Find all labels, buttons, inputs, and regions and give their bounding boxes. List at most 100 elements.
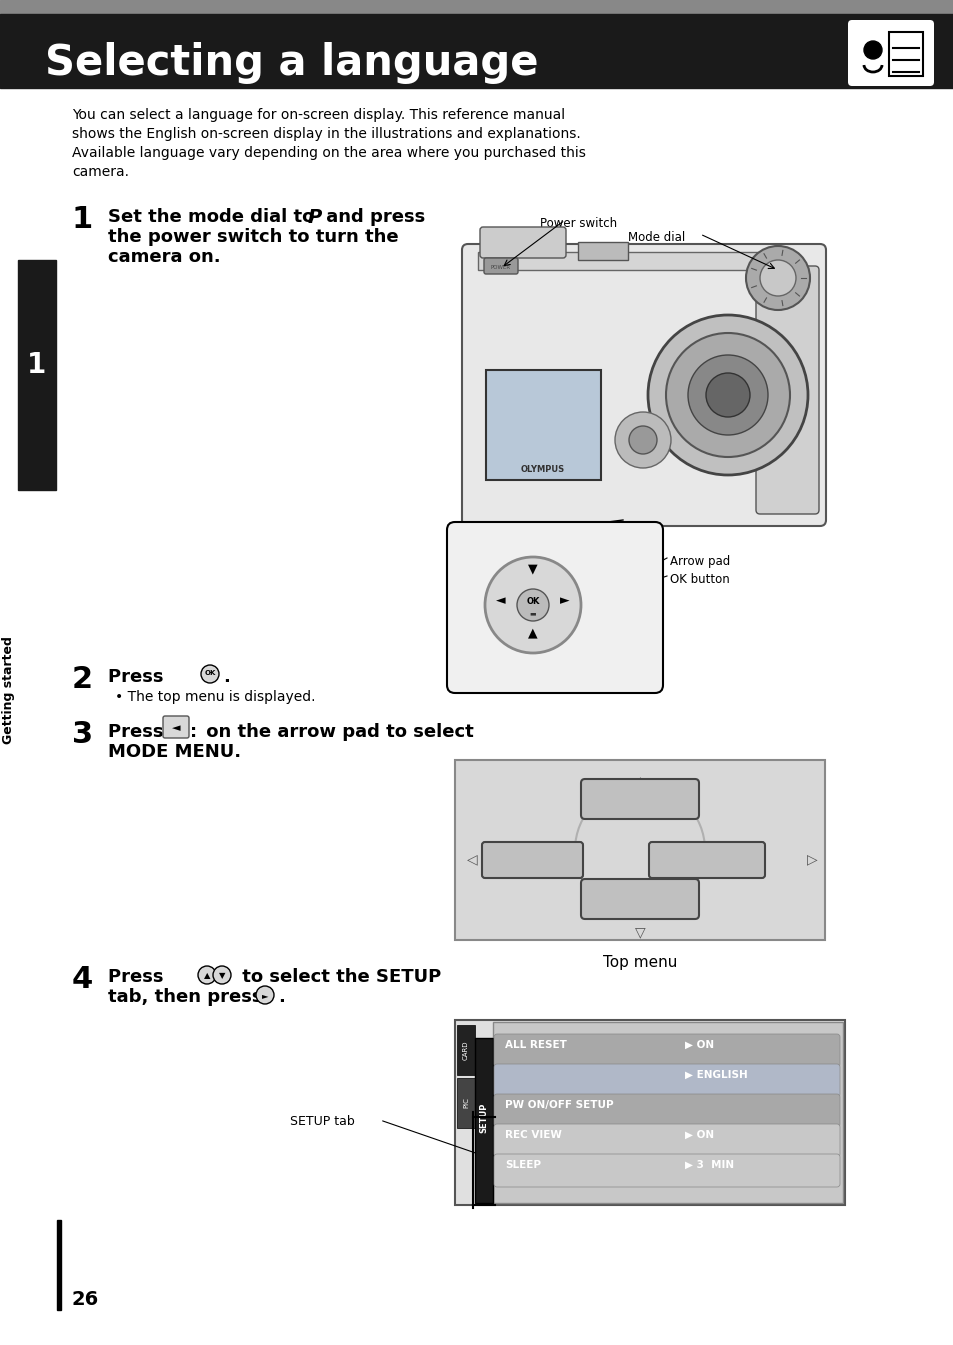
Text: camera.: camera.	[71, 165, 129, 179]
FancyBboxPatch shape	[847, 20, 933, 86]
Circle shape	[484, 557, 580, 654]
Bar	[57, 1220, 61, 1310]
Text: MODE MENU.: MODE MENU.	[108, 742, 241, 761]
Text: MODE MENU: MODE MENU	[662, 859, 750, 873]
Circle shape	[213, 966, 231, 985]
Text: • The top menu is displayed.: • The top menu is displayed.	[115, 690, 315, 703]
Bar	[456, 1077, 475, 1128]
Text: ►: ►	[261, 991, 268, 999]
Text: SLEEP: SLEEP	[504, 1159, 540, 1170]
FancyBboxPatch shape	[494, 1064, 840, 1098]
Circle shape	[201, 664, 219, 683]
Text: Mode dial: Mode dial	[627, 231, 684, 243]
Text: ►: ►	[559, 594, 569, 608]
Text: ▲: ▲	[204, 971, 210, 981]
Bar	[485, 370, 600, 480]
Text: ▶ ON: ▶ ON	[684, 1130, 714, 1141]
Text: the power switch to turn the: the power switch to turn the	[108, 229, 398, 246]
Text: CARD: CARD	[462, 1040, 469, 1060]
Text: 1: 1	[28, 351, 47, 379]
Bar	[475, 1038, 493, 1202]
Circle shape	[647, 315, 807, 475]
Text: 1: 1	[71, 204, 93, 234]
Text: 3: 3	[71, 720, 93, 749]
Text: ▶ 3  MIN: ▶ 3 MIN	[684, 1159, 734, 1170]
FancyBboxPatch shape	[494, 1124, 840, 1157]
Text: 2: 2	[71, 664, 93, 694]
Text: ◄: ◄	[496, 594, 505, 608]
Text: OK: OK	[526, 596, 539, 605]
Text: Power switch: Power switch	[539, 217, 617, 230]
Bar	[18, 260, 56, 490]
Bar	[578, 242, 627, 260]
FancyBboxPatch shape	[163, 716, 189, 738]
Text: ▼: ▼	[218, 971, 225, 981]
Circle shape	[760, 260, 795, 296]
Text: REC VIEW: REC VIEW	[504, 1130, 561, 1141]
Text: shows the English on-screen display in the illustrations and explanations.: shows the English on-screen display in t…	[71, 126, 580, 141]
Text: to select the SETUP: to select the SETUP	[235, 968, 441, 986]
Text: △: △	[634, 775, 644, 790]
Bar	[455, 1020, 844, 1205]
FancyBboxPatch shape	[580, 779, 699, 819]
Circle shape	[705, 373, 749, 417]
Text: Press: Press	[108, 968, 170, 986]
Circle shape	[628, 426, 657, 455]
Bar	[0, 0, 953, 13]
Text: .: .	[277, 989, 285, 1006]
FancyBboxPatch shape	[755, 266, 818, 514]
Text: Press: Press	[108, 724, 170, 741]
FancyBboxPatch shape	[479, 227, 565, 258]
Text: ▼: ▼	[528, 562, 537, 576]
Text: ▶ ENGLISH: ▶ ENGLISH	[684, 1071, 747, 1080]
Text: Top menu: Top menu	[602, 955, 677, 970]
Text: .: .	[223, 668, 230, 686]
Text: PIC: PIC	[462, 1098, 469, 1108]
Text: ◄: ◄	[172, 724, 180, 733]
Text: Arrow pad: Arrow pad	[669, 555, 729, 568]
Text: ALL RESET: ALL RESET	[504, 1040, 566, 1050]
Text: SETUP: SETUP	[479, 1103, 488, 1132]
FancyBboxPatch shape	[580, 880, 699, 919]
Circle shape	[687, 355, 767, 434]
Text: OK: OK	[204, 670, 215, 677]
Text: Press: Press	[108, 668, 170, 686]
Text: 26: 26	[71, 1290, 99, 1309]
Text: POWER: POWER	[491, 265, 511, 270]
Text: Set the mode dial to: Set the mode dial to	[108, 208, 320, 226]
Text: P: P	[308, 208, 322, 227]
Bar	[0, 13, 953, 87]
Text: Selecting a language: Selecting a language	[45, 42, 537, 83]
Text: ▲: ▲	[528, 627, 537, 639]
Text: OLYMPUS: OLYMPUS	[520, 465, 564, 473]
Text: :: :	[190, 724, 197, 741]
Circle shape	[517, 589, 548, 621]
Circle shape	[665, 334, 789, 457]
Text: ▶ ON: ▶ ON	[684, 1040, 714, 1050]
FancyBboxPatch shape	[648, 842, 764, 878]
Bar	[455, 760, 824, 940]
Bar	[456, 1025, 475, 1075]
Text: ▽: ▽	[634, 925, 644, 939]
Bar	[888, 32, 923, 77]
FancyBboxPatch shape	[494, 1034, 840, 1067]
FancyBboxPatch shape	[461, 243, 825, 526]
FancyBboxPatch shape	[447, 522, 662, 693]
Circle shape	[255, 986, 274, 1003]
Text: ◁: ◁	[467, 851, 477, 866]
Circle shape	[863, 40, 882, 59]
Text: camera on.: camera on.	[108, 247, 220, 266]
Circle shape	[745, 246, 809, 309]
Text: Available language vary depending on the area where you purchased this: Available language vary depending on the…	[71, 147, 585, 160]
Text: OK button: OK button	[669, 573, 729, 586]
Text: You can select a language for on-screen display. This reference manual: You can select a language for on-screen …	[71, 108, 564, 122]
FancyBboxPatch shape	[481, 842, 582, 878]
Bar	[477, 252, 780, 270]
Text: SETUP tab: SETUP tab	[290, 1115, 355, 1128]
Text: PW ON/OFF SETUP: PW ON/OFF SETUP	[504, 1100, 613, 1110]
Text: 4: 4	[71, 964, 93, 994]
Text: ▬: ▬	[529, 611, 536, 616]
FancyBboxPatch shape	[494, 1093, 840, 1127]
Text: tab, then press: tab, then press	[108, 989, 269, 1006]
Circle shape	[198, 966, 215, 985]
